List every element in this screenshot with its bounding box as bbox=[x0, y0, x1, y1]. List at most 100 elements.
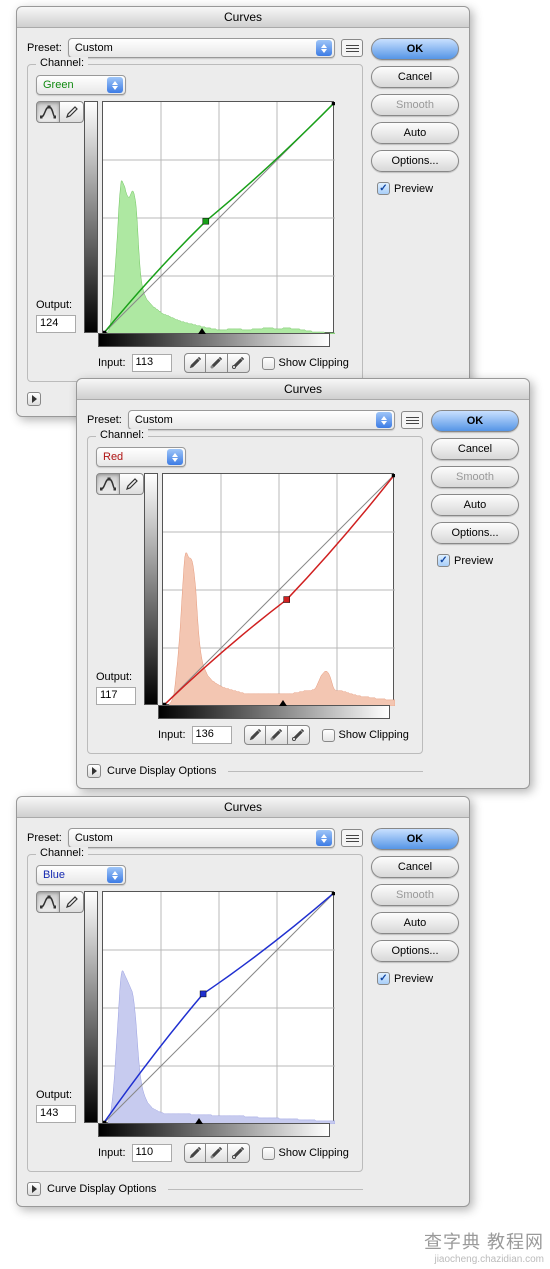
dialog-title: Curves bbox=[17, 797, 469, 818]
channel-value: Red bbox=[103, 451, 123, 463]
eyedropper-mid[interactable] bbox=[266, 725, 288, 745]
expand-icon[interactable] bbox=[87, 764, 101, 778]
preview-label: Preview bbox=[394, 973, 433, 985]
preset-select[interactable]: Custom bbox=[68, 828, 335, 848]
eyedropper-hi[interactable] bbox=[288, 725, 310, 745]
output-gradient bbox=[144, 473, 158, 705]
show-clipping-label: Show Clipping bbox=[339, 729, 409, 741]
expand-icon[interactable] bbox=[27, 392, 41, 406]
cancel-button[interactable]: Cancel bbox=[431, 438, 519, 460]
show-clipping-checkbox[interactable] bbox=[262, 1147, 275, 1160]
options-button[interactable]: Options... bbox=[371, 150, 459, 172]
show-clipping-checkbox[interactable] bbox=[322, 729, 335, 742]
cancel-button[interactable]: Cancel bbox=[371, 856, 459, 878]
input-gradient bbox=[158, 705, 390, 719]
auto-button[interactable]: Auto bbox=[431, 494, 519, 516]
input-field[interactable]: 113 bbox=[132, 354, 172, 372]
curve-tool[interactable] bbox=[36, 101, 60, 123]
preset-menu-icon[interactable] bbox=[341, 39, 363, 57]
output-label: Output: bbox=[96, 671, 132, 683]
dropdown-icon bbox=[167, 449, 183, 465]
eyedropper-hi[interactable] bbox=[228, 1143, 250, 1163]
preset-select[interactable]: Custom bbox=[68, 38, 335, 58]
input-field[interactable]: 136 bbox=[192, 726, 232, 744]
preset-select[interactable]: Custom bbox=[128, 410, 395, 430]
eyedropper-lo[interactable] bbox=[184, 1143, 206, 1163]
eyedropper-hi[interactable] bbox=[228, 353, 250, 373]
show-clipping-checkbox[interactable] bbox=[262, 357, 275, 370]
channel-select[interactable]: Blue bbox=[36, 865, 126, 885]
channel-label: Channel: bbox=[96, 429, 148, 441]
options-button[interactable]: Options... bbox=[371, 940, 459, 962]
pencil-tool[interactable] bbox=[60, 101, 84, 123]
divider bbox=[168, 1189, 363, 1190]
preview-label: Preview bbox=[454, 555, 493, 567]
dropdown-icon bbox=[107, 867, 123, 883]
output-field[interactable]: 143 bbox=[36, 1105, 76, 1123]
dialog-title: Curves bbox=[77, 379, 529, 400]
ok-button[interactable]: OK bbox=[371, 38, 459, 60]
curve-tool[interactable] bbox=[96, 473, 120, 495]
preset-value: Custom bbox=[135, 414, 173, 426]
input-gradient bbox=[98, 1123, 330, 1137]
preset-menu-icon[interactable] bbox=[401, 411, 423, 429]
curves-dialog: CurvesPreset:CustomChannel:GreenOutput:1… bbox=[16, 6, 470, 417]
preview-checkbox[interactable] bbox=[377, 182, 390, 195]
output-label: Output: bbox=[36, 299, 72, 311]
ok-button[interactable]: OK bbox=[431, 410, 519, 432]
eyedropper-lo[interactable] bbox=[184, 353, 206, 373]
preset-menu-icon[interactable] bbox=[341, 829, 363, 847]
curves-graph[interactable] bbox=[103, 102, 335, 334]
channel-select[interactable]: Green bbox=[36, 75, 126, 95]
input-gradient bbox=[98, 333, 330, 347]
graph-area[interactable] bbox=[102, 101, 334, 333]
input-label: Input: bbox=[98, 357, 126, 369]
preset-value: Custom bbox=[75, 832, 113, 844]
preview-checkbox[interactable] bbox=[437, 554, 450, 567]
preset-value: Custom bbox=[75, 42, 113, 54]
output-gradient bbox=[84, 891, 98, 1123]
pencil-tool[interactable] bbox=[60, 891, 84, 913]
divider bbox=[228, 771, 423, 772]
preset-label: Preset: bbox=[27, 832, 62, 844]
curves-graph[interactable] bbox=[103, 892, 335, 1124]
channel-select[interactable]: Red bbox=[96, 447, 186, 467]
output-gradient bbox=[84, 101, 98, 333]
graph-area[interactable] bbox=[162, 473, 394, 705]
options-button[interactable]: Options... bbox=[431, 522, 519, 544]
show-clipping-label: Show Clipping bbox=[279, 357, 349, 369]
output-label: Output: bbox=[36, 1089, 72, 1101]
curve-display-options-label: Curve Display Options bbox=[107, 765, 216, 777]
curve-tool[interactable] bbox=[36, 891, 60, 913]
curves-graph[interactable] bbox=[163, 474, 395, 706]
input-field[interactable]: 110 bbox=[132, 1144, 172, 1162]
smooth-button: Smooth bbox=[371, 94, 459, 116]
input-pointer[interactable] bbox=[195, 1118, 203, 1124]
watermark-sub: jiaocheng.chazidian.com bbox=[424, 1254, 544, 1265]
eyedropper-mid[interactable] bbox=[206, 1143, 228, 1163]
expand-icon[interactable] bbox=[27, 1182, 41, 1196]
dialog-title: Curves bbox=[17, 7, 469, 28]
input-label: Input: bbox=[158, 729, 186, 741]
channel-label: Channel: bbox=[36, 847, 88, 859]
auto-button[interactable]: Auto bbox=[371, 912, 459, 934]
channel-value: Blue bbox=[43, 869, 65, 881]
output-field[interactable]: 117 bbox=[96, 687, 136, 705]
input-label: Input: bbox=[98, 1147, 126, 1159]
eyedropper-lo[interactable] bbox=[244, 725, 266, 745]
pencil-tool[interactable] bbox=[120, 473, 144, 495]
channel-value: Green bbox=[43, 79, 74, 91]
dropdown-icon bbox=[316, 40, 332, 56]
show-clipping-label: Show Clipping bbox=[279, 1147, 349, 1159]
output-field[interactable]: 124 bbox=[36, 315, 76, 333]
graph-area[interactable] bbox=[102, 891, 334, 1123]
auto-button[interactable]: Auto bbox=[371, 122, 459, 144]
preset-label: Preset: bbox=[27, 42, 62, 54]
cancel-button[interactable]: Cancel bbox=[371, 66, 459, 88]
dropdown-icon bbox=[316, 830, 332, 846]
preview-checkbox[interactable] bbox=[377, 972, 390, 985]
input-pointer[interactable] bbox=[279, 700, 287, 706]
ok-button[interactable]: OK bbox=[371, 828, 459, 850]
eyedropper-mid[interactable] bbox=[206, 353, 228, 373]
input-pointer[interactable] bbox=[198, 328, 206, 334]
